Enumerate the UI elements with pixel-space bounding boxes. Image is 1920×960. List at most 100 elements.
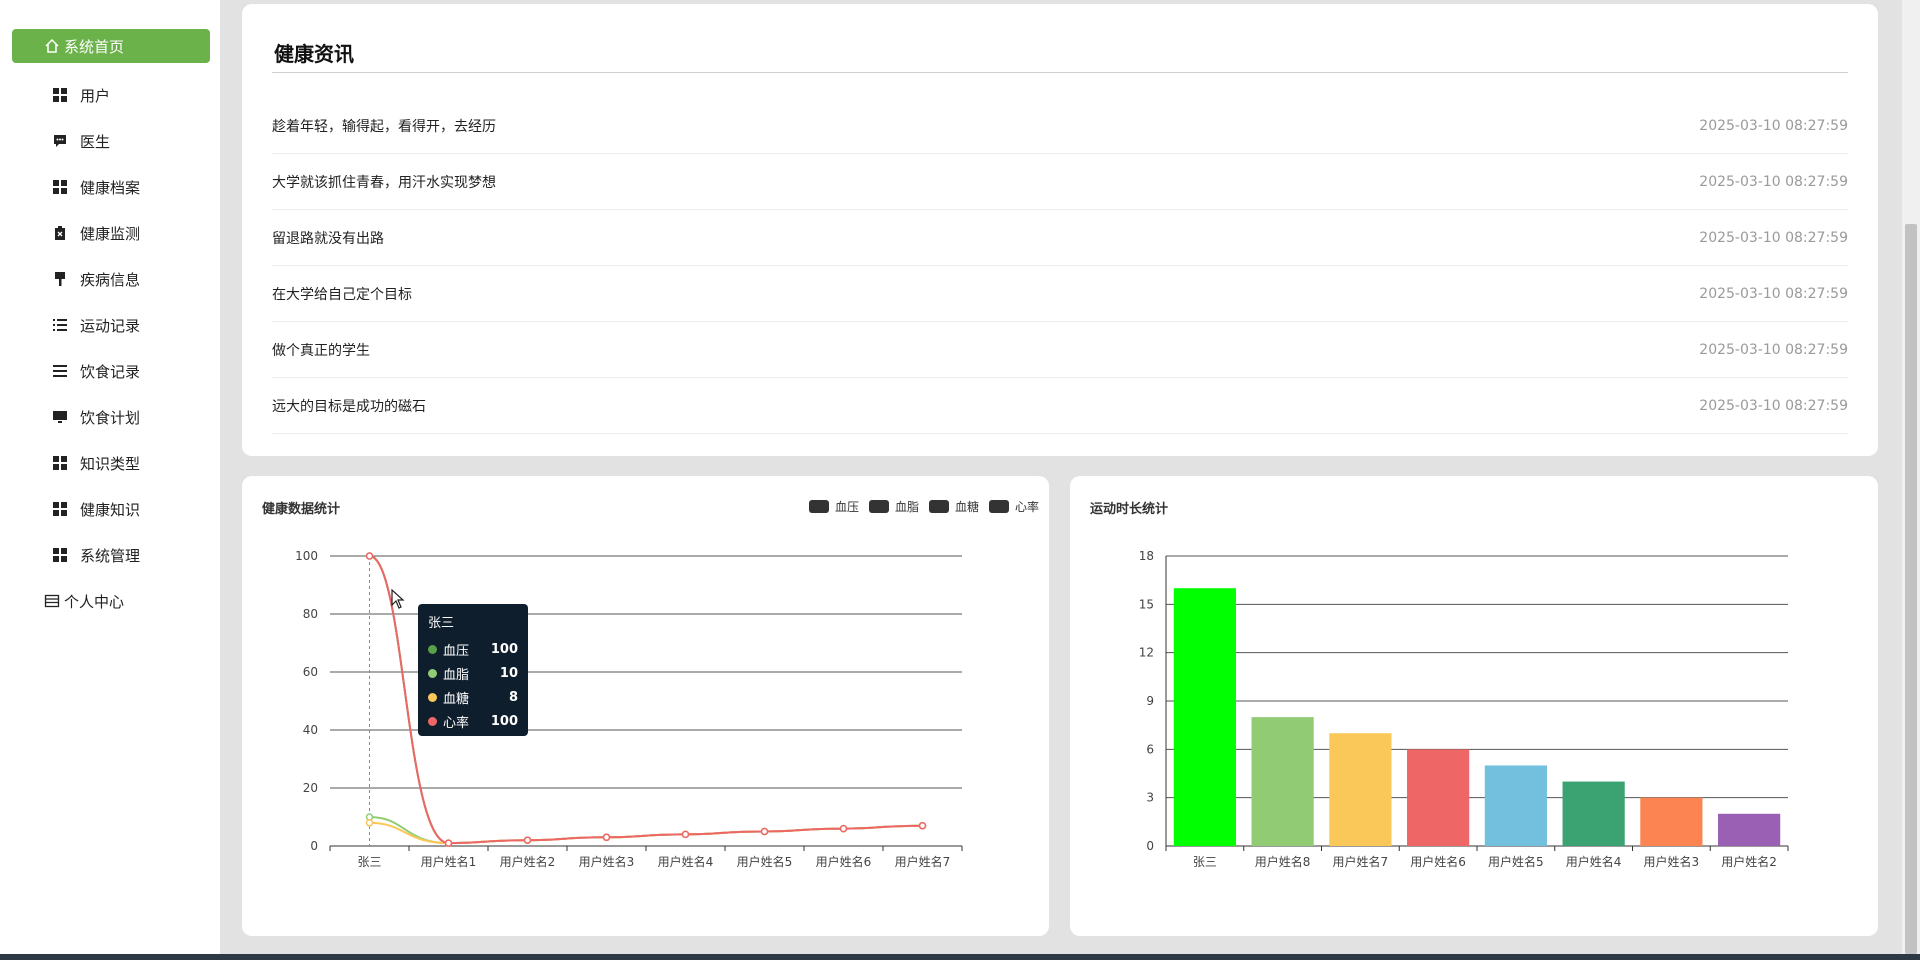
chart-title: 健康数据统计: [262, 502, 341, 517]
legend-label: 血脂: [894, 500, 919, 514]
legend-label: 心率: [1014, 500, 1039, 514]
news-item-title[interactable]: 远大的目标是成功的磁石: [272, 398, 426, 415]
sidebar-item-diet-records[interactable]: 饮食记录: [12, 354, 210, 388]
sidebar-item-doctors[interactable]: 医生: [12, 124, 210, 158]
tooltip-dot: [428, 644, 437, 654]
news-item[interactable]: 趁着年轻，输得起，看得开，去经历 2025-03-10 08:27:59: [272, 98, 1848, 154]
x-tick-label: 用户姓名3: [579, 854, 635, 869]
y-tick-label: 80: [303, 607, 318, 621]
scrollbar-thumb[interactable]: [1905, 224, 1917, 954]
bar: [1484, 765, 1547, 846]
data-point: [523, 836, 532, 844]
data-point: [760, 827, 769, 836]
sidebar-item-health-monitoring[interactable]: 健康监测: [12, 216, 210, 250]
news-item-title[interactable]: 做个真正的学生: [272, 342, 370, 359]
chart-legend: 血压 血脂 血糖 心率: [799, 498, 1039, 515]
news-item[interactable]: 留退路就没有出路 2025-03-10 08:27:59: [272, 210, 1848, 266]
y-tick-label: 100: [295, 549, 318, 563]
list-icon: [52, 363, 68, 379]
y-tick-label: 9: [1146, 694, 1154, 708]
health-chart-card: 健康数据统计 血压 血脂 血糖 心率 0 20 40 60 80 100 张三 用户姓名1 用户…: [242, 476, 1049, 936]
sidebar-item-label: 运动记录: [80, 316, 141, 335]
sidebar-item-knowledge-types[interactable]: 知识类型: [12, 446, 210, 480]
list-icon: [52, 317, 68, 333]
sidebar-item-label: 饮食计划: [80, 408, 141, 427]
tooltip-row: 心率 100: [428, 709, 518, 733]
sidebar-item-label: 用户: [80, 86, 111, 105]
bar: [1329, 733, 1392, 846]
chart-tooltip: 张三 血压 100 血脂 10 血糖 8 心率 100: [418, 604, 528, 736]
x-tick-label: 用户姓名6: [816, 854, 872, 869]
chart-title: 运动时长统计: [1090, 502, 1169, 517]
y-tick-label: 60: [303, 665, 318, 679]
news-item-date: 2025-03-10 08:27:59: [1699, 341, 1848, 358]
sidebar-item-personal-center[interactable]: 个人中心: [12, 584, 210, 618]
news-item-date: 2025-03-10 08:27:59: [1699, 397, 1848, 414]
sidebar-item-users[interactable]: 用户: [12, 78, 210, 112]
x-tick-label: 用户姓名7: [1333, 854, 1389, 869]
grid-icon: [52, 455, 68, 471]
x-tick-label: 用户姓名3: [1644, 854, 1700, 869]
sidebar-item-exercise-records[interactable]: 运动记录: [12, 308, 210, 342]
legend-item[interactable]: 血脂: [868, 498, 919, 515]
y-tick-label: 12: [1139, 646, 1154, 660]
x-tick-label: 用户姓名6: [1410, 854, 1466, 869]
monitor-icon: [52, 409, 68, 425]
sidebar-item-disease-info[interactable]: 疾病信息: [12, 262, 210, 296]
news-item-date: 2025-03-10 08:27:59: [1699, 285, 1848, 302]
series-line: [369, 821, 923, 845]
x-tick-label: 用户姓名2: [1721, 854, 1777, 869]
x-tick-label: 用户姓名4: [1566, 854, 1622, 869]
tooltip-series-value: 10: [499, 665, 518, 681]
sidebar-item-health-records[interactable]: 健康档案: [12, 170, 210, 204]
tooltip-dot: [428, 668, 437, 678]
legend-swatch: [868, 500, 889, 513]
news-item[interactable]: 大学就该抓住青春，用汗水实现梦想 2025-03-10 08:27:59: [272, 154, 1848, 210]
taskbar-strip: [0, 954, 1920, 960]
news-item-title[interactable]: 在大学给自己定个目标: [272, 286, 412, 303]
message-icon: [52, 133, 68, 149]
news-item-date: 2025-03-10 08:27:59: [1699, 229, 1848, 246]
y-tick-label: 20: [303, 781, 318, 795]
legend-item[interactable]: 心率: [988, 498, 1039, 515]
legend-swatch: [808, 500, 829, 513]
news-item[interactable]: 做个真正的学生 2025-03-10 08:27:59: [272, 322, 1848, 378]
x-tick-label: 用户姓名2: [500, 854, 556, 869]
y-tick-label: 18: [1139, 549, 1154, 563]
sidebar-item-home[interactable]: 系统首页: [12, 29, 210, 63]
news-item[interactable]: 远大的目标是成功的磁石 2025-03-10 08:27:59: [272, 378, 1848, 434]
tooltip-series-name: 心率: [443, 715, 470, 731]
legend-item[interactable]: 血糖: [928, 498, 979, 515]
clipboard-icon: [52, 225, 68, 241]
sidebar-item-diet-plan[interactable]: 饮食计划: [12, 400, 210, 434]
sidebar-item-label: 系统管理: [80, 546, 141, 565]
y-tick-label: 6: [1146, 742, 1154, 756]
sidebar: 系统首页 用户 医生 健康档案 健康监测 疾病信息 运动记录: [0, 0, 220, 960]
page-scrollbar[interactable]: [1902, 0, 1920, 954]
news-item-title[interactable]: 大学就该抓住青春，用汗水实现梦想: [272, 174, 496, 191]
brush-icon: [52, 271, 68, 287]
legend-label: 血糖: [954, 500, 979, 514]
bar: [1718, 813, 1781, 846]
sidebar-item-label: 饮食记录: [80, 362, 141, 381]
sidebar-item-label: 知识类型: [80, 454, 141, 473]
bar: [1407, 749, 1470, 846]
x-tick-label: 用户姓名1: [421, 854, 477, 869]
data-point: [918, 821, 927, 830]
legend-item[interactable]: 血压: [808, 498, 859, 515]
sidebar-item-health-knowledge[interactable]: 健康知识: [12, 492, 210, 526]
bar: [1173, 588, 1236, 846]
sidebar-item-label: 系统首页: [64, 37, 125, 56]
news-item-date: 2025-03-10 08:27:59: [1699, 173, 1848, 190]
series-line: [369, 816, 923, 845]
news-item[interactable]: 在大学给自己定个目标 2025-03-10 08:27:59: [272, 266, 1848, 322]
sidebar-item-label: 个人中心: [64, 592, 125, 611]
sidebar-item-system-management[interactable]: 系统管理: [12, 538, 210, 572]
news-item-title[interactable]: 趁着年轻，输得起，看得开，去经历: [272, 118, 496, 135]
data-point: [444, 839, 453, 847]
data-point: [365, 819, 374, 827]
exercise-bar-chart[interactable]: 0 3 6 9 12 15 18 张三 用户姓名8 用户姓名7 用户姓名6 用户姓名5 用户姓名4 用户姓…: [1070, 476, 1878, 936]
tooltip-series-value: 8: [508, 689, 518, 705]
news-item-title[interactable]: 留退路就没有出路: [272, 230, 384, 247]
